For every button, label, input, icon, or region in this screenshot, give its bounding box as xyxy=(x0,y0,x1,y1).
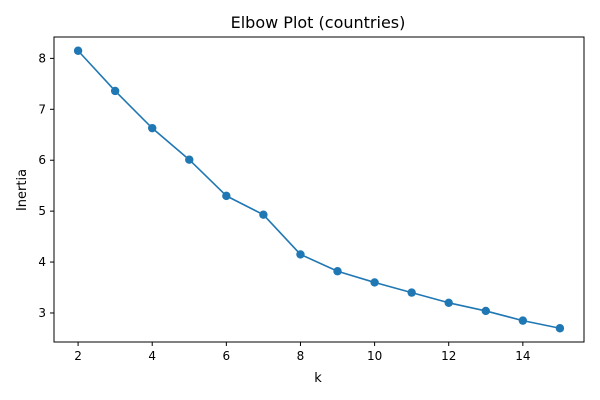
y-tick-label: 7 xyxy=(38,102,46,116)
x-tick-label: 4 xyxy=(148,349,156,363)
data-point xyxy=(73,46,83,55)
y-axis: 3 4 5 6 7 8 xyxy=(38,51,54,320)
x-tick-label: 8 xyxy=(297,349,305,363)
data-point xyxy=(555,324,565,333)
data-point xyxy=(518,316,528,325)
series-layer xyxy=(73,46,565,333)
y-axis-label: Inertia xyxy=(15,169,30,211)
data-point xyxy=(370,278,379,287)
x-tick-label: 10 xyxy=(367,349,382,363)
chart-title: Elbow Plot (countries) xyxy=(231,13,406,32)
data-point xyxy=(481,306,490,316)
x-tick-label: 12 xyxy=(441,349,456,363)
data-point xyxy=(222,191,231,201)
data-point xyxy=(296,250,305,259)
data-point xyxy=(110,86,120,96)
plot-area xyxy=(53,36,585,343)
x-axis: 2 4 6 8 10 12 14 xyxy=(74,342,530,363)
data-point xyxy=(259,210,268,219)
y-tick-label: 3 xyxy=(38,306,46,320)
x-axis-label: k xyxy=(314,371,322,386)
y-tick-label: 8 xyxy=(38,51,46,65)
x-tick-label: 6 xyxy=(223,349,231,363)
data-point xyxy=(333,267,342,276)
series-line xyxy=(77,50,561,330)
data-point xyxy=(407,288,416,297)
data-point xyxy=(148,123,157,133)
data-point xyxy=(185,155,194,164)
data-point xyxy=(444,298,453,307)
y-tick-label: 6 xyxy=(38,153,46,167)
y-tick-label: 5 xyxy=(38,204,46,218)
y-tick-label: 4 xyxy=(38,255,46,269)
x-tick-label: 2 xyxy=(74,349,82,363)
x-tick-label: 14 xyxy=(515,349,530,363)
